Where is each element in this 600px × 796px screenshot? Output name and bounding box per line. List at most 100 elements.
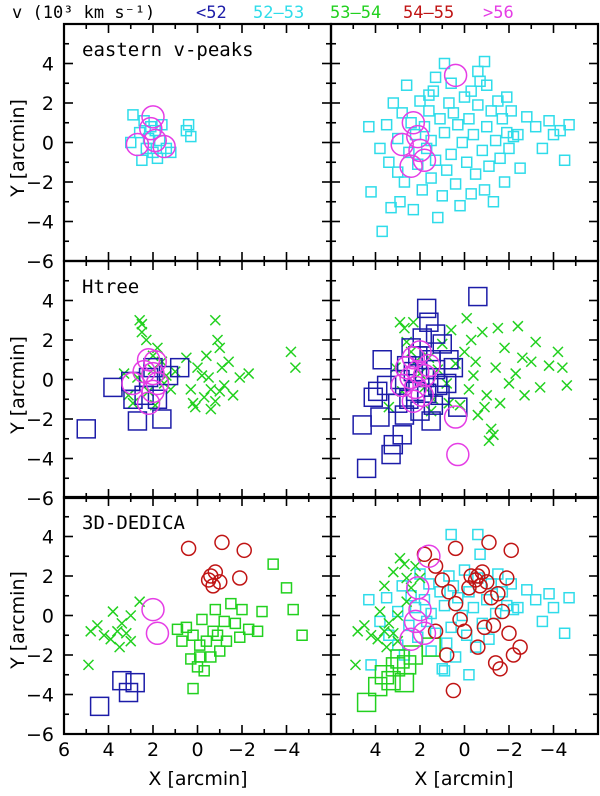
square-point: [145, 120, 157, 133]
square-point: [445, 148, 457, 161]
circle-point: [438, 647, 455, 663]
cross-point: [223, 356, 235, 368]
square-point: [138, 115, 150, 127]
cross-point: [374, 606, 386, 618]
square-point: [374, 665, 395, 685]
circle-point: [390, 373, 414, 398]
x-tick-label: 4: [102, 739, 114, 761]
square-point: [529, 120, 542, 133]
square-point: [505, 105, 517, 117]
circle-point: [406, 359, 430, 384]
y-tick-label: 0: [42, 133, 54, 155]
circle-point: [390, 132, 414, 157]
square-point: [280, 582, 293, 594]
square-point: [445, 621, 457, 634]
square-point: [225, 597, 237, 610]
circle-point: [399, 154, 423, 178]
y-tick-label: −6: [26, 724, 54, 746]
square-point: [447, 107, 460, 119]
square-point: [469, 168, 482, 180]
square-point: [481, 593, 493, 606]
legend-entry-52-53: 52–53: [253, 3, 304, 23]
cross-point: [485, 423, 497, 435]
square-point: [138, 367, 159, 388]
square-point: [463, 669, 475, 681]
square-point: [418, 593, 431, 606]
square-point: [460, 156, 473, 168]
y-axis-label-top: Y [arcmin]: [7, 99, 29, 198]
square-point: [421, 637, 441, 657]
legend-entry-54-55: 54–55: [403, 3, 454, 23]
circle-point: [501, 625, 517, 642]
square-point: [211, 629, 224, 641]
square-point: [514, 162, 526, 174]
square-point: [381, 670, 401, 691]
cross-point: [510, 368, 522, 380]
square-point: [429, 71, 442, 84]
square-point: [127, 109, 139, 121]
square-point: [118, 682, 139, 703]
square-point: [547, 128, 560, 141]
y-tick-label: −2: [26, 645, 54, 667]
square-point: [365, 659, 377, 671]
square-point: [165, 146, 177, 159]
square-point: [396, 107, 408, 119]
cross-point: [556, 362, 568, 374]
circle-point: [412, 363, 437, 388]
square-point: [425, 645, 437, 657]
square-point: [449, 651, 462, 663]
cross-point: [463, 383, 475, 395]
cross-point: [387, 627, 399, 639]
square-point: [398, 176, 411, 188]
circle-point: [145, 621, 170, 646]
square-point: [460, 629, 473, 641]
square-point: [467, 601, 480, 614]
cross-point: [114, 641, 126, 653]
cross-point: [516, 352, 528, 364]
circle-point: [401, 111, 426, 135]
y-axis-label-middle: Y [arcmin]: [7, 336, 29, 435]
x-tick-label: −2: [495, 739, 523, 761]
y-tick-label: 4: [42, 54, 54, 76]
y-tick-label: −6: [26, 251, 54, 273]
y-tick-label: 2: [42, 566, 54, 588]
square-point: [463, 113, 475, 125]
square-point: [496, 113, 509, 125]
circle-point: [236, 542, 252, 559]
square-point: [383, 156, 395, 168]
circle-point: [401, 346, 426, 370]
square-point: [256, 605, 268, 618]
square-point: [445, 77, 457, 89]
square-point: [456, 609, 469, 622]
square-point: [185, 130, 197, 143]
square-point: [454, 199, 466, 212]
cross-point: [445, 324, 457, 336]
y-tick-label: −4: [26, 685, 54, 707]
circle-point: [503, 542, 519, 559]
square-point: [405, 590, 417, 602]
square-point: [76, 419, 96, 439]
square-point: [481, 79, 493, 91]
square-point: [380, 591, 393, 604]
circle-point: [412, 148, 437, 173]
circle-point: [427, 623, 444, 640]
square-point: [501, 599, 513, 612]
square-point: [492, 95, 504, 107]
circle-point: [139, 116, 163, 141]
square-point: [440, 637, 453, 649]
square-point: [185, 653, 197, 665]
x-tick-label: −2: [228, 739, 256, 761]
circle-point: [410, 383, 434, 408]
cross-point: [196, 370, 208, 382]
circle-point: [443, 405, 468, 429]
cross-point: [234, 371, 246, 384]
panel-frame: [329, 22, 600, 263]
circle-point: [512, 639, 528, 655]
square-point: [474, 75, 486, 88]
cross-point: [414, 572, 426, 584]
cross-point: [525, 356, 537, 368]
square-point: [242, 623, 255, 636]
square-point: [394, 672, 415, 693]
square-point: [400, 79, 413, 91]
circle-point: [121, 371, 145, 396]
